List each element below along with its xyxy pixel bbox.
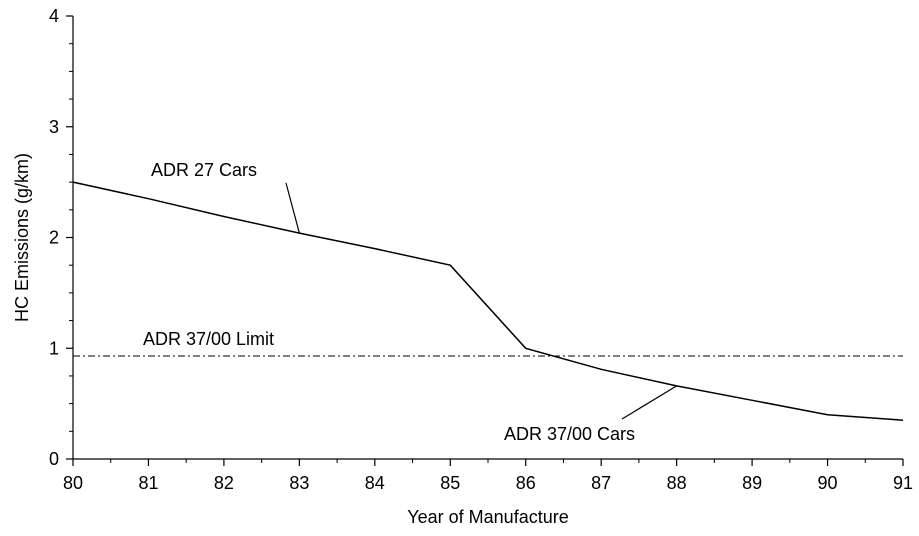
x-tick-label: 90 xyxy=(818,473,838,493)
x-tick-label: 82 xyxy=(214,473,234,493)
x-tick-label: 87 xyxy=(591,473,611,493)
reference-lines: ADR 37/00 Limit xyxy=(73,329,903,357)
axes xyxy=(72,16,903,460)
x-tick-label: 80 xyxy=(63,473,83,493)
y-axis-title: HC Emissions (g/km) xyxy=(12,153,32,322)
x-tick-label: 84 xyxy=(365,473,385,493)
annotation-leader xyxy=(285,182,300,234)
x-tick-label: 81 xyxy=(138,473,158,493)
x-tick-label: 91 xyxy=(893,473,913,493)
annotation-leader xyxy=(621,385,677,420)
ticks xyxy=(66,15,904,466)
annotation-label: ADR 27 Cars xyxy=(151,160,257,180)
x-tick-label: 86 xyxy=(516,473,536,493)
x-tick-label: 83 xyxy=(289,473,309,493)
y-tick-label: 2 xyxy=(49,228,59,248)
annotations: ADR 27 Cars ADR 37/00 Cars xyxy=(151,160,677,444)
series-line xyxy=(72,181,904,421)
x-axis-title: Year of Manufacture xyxy=(407,507,568,527)
x-tick-label: 85 xyxy=(440,473,460,493)
y-tick-label: 1 xyxy=(49,338,59,358)
x-tick-label: 89 xyxy=(742,473,762,493)
reference-line-label: ADR 37/00 Limit xyxy=(143,329,274,349)
x-tick-label: 88 xyxy=(667,473,687,493)
annotation-label: ADR 37/00 Cars xyxy=(504,424,635,444)
tick-labels: 80 81 82 83 84 85 86 87 88 89 90 91 0 1 2 3 4 xyxy=(49,6,913,493)
y-tick-label: 4 xyxy=(49,6,59,26)
y-tick-label: 3 xyxy=(49,117,59,137)
y-tick-label: 0 xyxy=(49,449,59,469)
series xyxy=(72,181,904,421)
